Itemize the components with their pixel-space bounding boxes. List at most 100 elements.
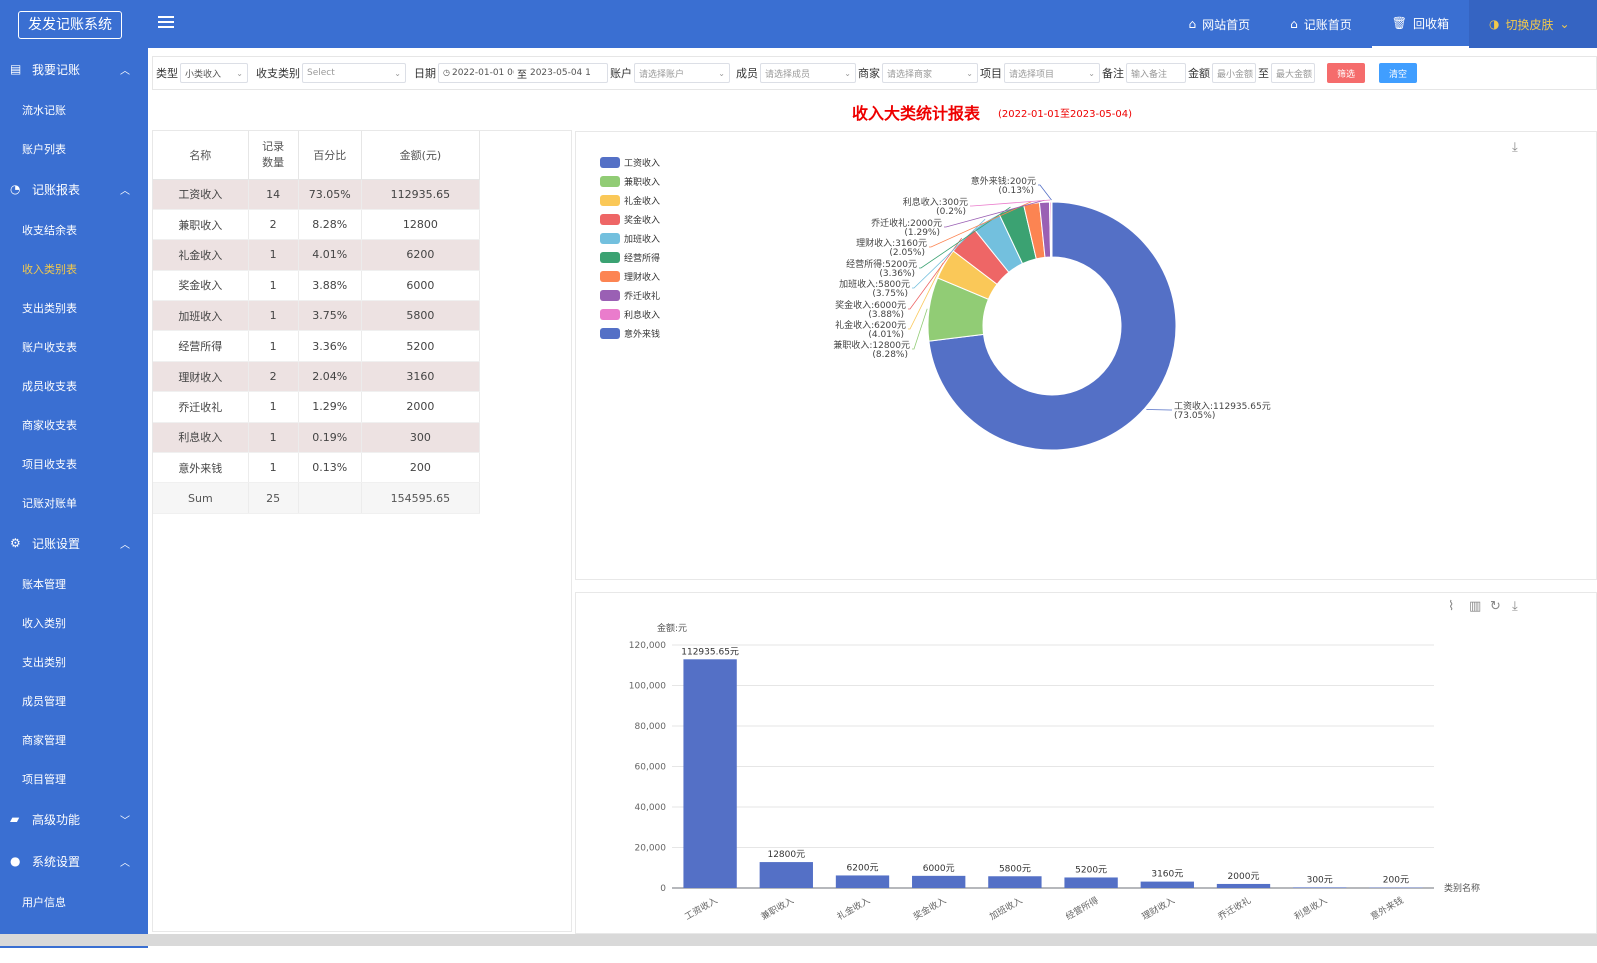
bar[interactable] [835, 875, 890, 888]
chevron-down-icon: ⌄ [1088, 68, 1095, 78]
member-select[interactable]: 请选择成员 ⌄ [760, 63, 856, 83]
legend-swatch[interactable] [600, 195, 620, 206]
sidebar-item-income-types[interactable]: 收入类别 [22, 616, 66, 630]
bar[interactable] [1216, 883, 1271, 888]
legend-label[interactable]: 加班收入 [624, 233, 660, 245]
bar-chart: ⌇ ▥ ↻ ⤓ 金额:元 0 20,000 40,000 60,000 80,000 100,000… [629, 599, 1518, 923]
refresh-icon[interactable]: ↻ [1490, 599, 1501, 614]
bar[interactable] [1064, 877, 1118, 888]
legend-label[interactable]: 工资收入 [624, 157, 660, 169]
app-logo[interactable]: 发发记账系统 [18, 11, 122, 39]
legend-swatch[interactable] [600, 309, 620, 320]
bar[interactable] [912, 875, 966, 888]
horizontal-scrollbar[interactable] [0, 934, 1597, 946]
filter-button[interactable]: 筛选 [1327, 63, 1365, 83]
legend-label[interactable]: 经营所得 [624, 252, 660, 264]
sidebar-item-flow[interactable]: 流水记账 [22, 103, 66, 117]
account-placeholder: 请选择账户 [639, 69, 685, 80]
y-tick-label: 0 [660, 884, 666, 894]
sidebar-item-member-report[interactable]: 成员收支表 [22, 379, 77, 393]
sidebar-item-project-report[interactable]: 项目收支表 [22, 457, 77, 471]
amount-max-input[interactable]: 最大金额 [1271, 63, 1315, 83]
report-subtitle: (2022-01-01至2023-05-04) [998, 109, 1133, 120]
sidebar-item-projects[interactable]: 项目管理 [22, 772, 66, 786]
sum-cell: 154595.65 [361, 482, 481, 515]
clear-button[interactable]: 清空 [1379, 63, 1417, 83]
sidebar-group-system[interactable]: ● 系统设置 ︿ [0, 840, 148, 882]
legend-label[interactable]: 利息收入 [624, 309, 660, 321]
legend-swatch[interactable] [600, 252, 620, 263]
bar[interactable] [683, 659, 737, 888]
sidebar-item-expense-category[interactable]: 支出类别表 [22, 301, 77, 315]
pie-slice-label: 意外来钱:200元 [971, 175, 1036, 187]
sidebar-item-merchant-report[interactable]: 商家收支表 [22, 418, 77, 432]
legend-swatch[interactable] [600, 290, 620, 301]
x-tick-label: 奖金收入 [911, 894, 948, 922]
legend-swatch[interactable] [600, 176, 620, 187]
note-input[interactable]: 输入备注 [1126, 63, 1186, 83]
date-range-picker[interactable]: ◷ 2022-01-01 0(至 2023-05-04 1{ [438, 63, 608, 83]
legend-swatch[interactable] [600, 328, 620, 339]
bar[interactable] [759, 862, 813, 888]
nav-switch-skin[interactable]: ◑ 切换皮肤 ⌄ [1469, 0, 1597, 48]
pie-slice[interactable] [928, 201, 1177, 451]
bar-value-label: 3160元 [1151, 870, 1183, 880]
date-end[interactable]: 2023-05-04 1{ [529, 68, 592, 78]
sidebar-item-account-report[interactable]: 账户收支表 [22, 340, 77, 354]
bar[interactable] [988, 876, 1042, 888]
sidebar-group-reports[interactable]: ◔ 记账报表 ︿ [0, 168, 148, 210]
category-select[interactable]: Select ⌄ [302, 63, 406, 83]
pie-label-line [908, 262, 944, 330]
legend-swatch[interactable] [600, 271, 620, 282]
date-start[interactable]: 2022-01-01 0( [451, 68, 514, 78]
chevron-down-icon: ⌄ [718, 68, 725, 78]
project-select[interactable]: 请选择项目 ⌄ [1004, 63, 1100, 83]
sidebar-item-statement[interactable]: 记账对账单 [22, 496, 77, 510]
legend-swatch[interactable] [600, 233, 620, 244]
merchant-select[interactable]: 请选择商家 ⌄ [882, 63, 978, 83]
sidebar-item-merchants[interactable]: 商家管理 [22, 733, 66, 747]
sidebar-group-settings[interactable]: ⚙ 记账设置 ︿ [0, 522, 148, 564]
pie-label-line [944, 199, 1045, 228]
bar-chart-icon[interactable]: ▥ [1469, 599, 1481, 614]
nav-site-home[interactable]: ⌂ 网站首页 [1168, 0, 1270, 48]
download-icon[interactable]: ⤓ [1512, 599, 1518, 614]
legend-label[interactable]: 理财收入 [624, 271, 660, 283]
legend-label[interactable]: 乔迁收礼 [624, 290, 660, 302]
sidebar-item-members[interactable]: 成员管理 [22, 694, 66, 708]
sidebar-item-user-info[interactable]: 用户信息 [22, 895, 66, 909]
home-icon: ⌂ [1290, 17, 1298, 31]
table-cell: 奖金收入 [153, 270, 249, 302]
legend-swatch[interactable] [600, 214, 620, 225]
bar[interactable] [1140, 881, 1194, 888]
sidebar-item-accounts[interactable]: 账户列表 [22, 142, 66, 156]
legend-swatch[interactable] [600, 157, 620, 168]
chevron-up-icon: ︿ [120, 539, 130, 551]
amount-min-input[interactable]: 最小金额 [1212, 63, 1256, 83]
account-select[interactable]: 请选择账户 ⌄ [634, 63, 730, 83]
legend-label[interactable]: 兼职收入 [624, 176, 660, 188]
summary-table-panel: 名称 记录数量 百分比 金额(元) 工资收入 14 73.05% 112935.65 兼… [152, 130, 572, 932]
menu-toggle-icon[interactable] [158, 16, 174, 30]
sidebar-item-expense-types[interactable]: 支出类别 [22, 655, 66, 669]
table-cell: 12800 [361, 209, 481, 241]
nav-recycle-bin[interactable]: 🗑 回收箱 [1371, 0, 1469, 48]
line-chart-icon[interactable]: ⌇ [1448, 599, 1454, 614]
sidebar-group-ledger[interactable]: ▤ 我要记账 ︿ [0, 48, 148, 90]
sidebar-item-book[interactable]: 账本管理 [22, 577, 66, 591]
bar[interactable] [1293, 887, 1347, 888]
legend-label[interactable]: 意外来钱 [624, 328, 660, 340]
legend-label[interactable]: 礼金收入 [624, 195, 660, 207]
account-label: 账户 [610, 67, 632, 80]
legend-label[interactable]: 奖金收入 [624, 214, 660, 226]
nav-ledger-home[interactable]: ⌂ 记账首页 [1270, 0, 1372, 48]
pie-slice[interactable] [1050, 201, 1053, 258]
home-icon: ⌂ [1188, 17, 1197, 31]
sidebar-item-income-category[interactable]: 收入类别表 [22, 262, 77, 276]
type-select[interactable]: 小类收入 ⌄ [180, 63, 248, 83]
download-icon[interactable]: ⤓ [1512, 140, 1518, 155]
chevron-up-icon: ︿ [120, 185, 130, 197]
sidebar-item-balance[interactable]: 收支结余表 [22, 223, 77, 237]
table-cell: 1 [248, 391, 299, 423]
sidebar-group-advanced[interactable]: ▰ 高级功能 ﹀ [0, 798, 148, 840]
